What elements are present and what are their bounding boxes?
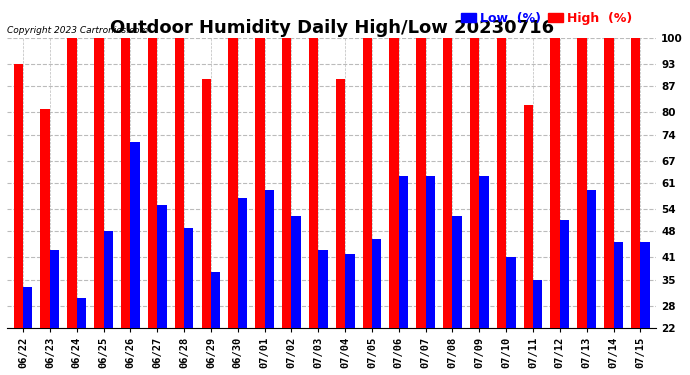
Bar <box>148 38 157 328</box>
Bar <box>211 272 220 328</box>
Bar <box>264 190 274 328</box>
Bar <box>121 38 130 328</box>
Bar <box>533 279 542 328</box>
Bar <box>318 250 328 328</box>
Bar <box>362 38 372 328</box>
Bar <box>399 176 408 328</box>
Bar <box>631 38 640 328</box>
Bar <box>23 287 32 328</box>
Bar <box>255 38 264 328</box>
Bar <box>560 220 569 328</box>
Bar <box>389 38 399 328</box>
Bar <box>175 38 184 328</box>
Bar <box>130 142 140 328</box>
Bar <box>613 242 623 328</box>
Bar <box>586 190 596 328</box>
Bar <box>604 38 613 328</box>
Bar <box>497 38 506 328</box>
Bar <box>157 205 167 328</box>
Title: Outdoor Humidity Daily High/Low 20230716: Outdoor Humidity Daily High/Low 20230716 <box>110 19 554 37</box>
Bar <box>68 38 77 328</box>
Bar <box>506 257 515 328</box>
Bar <box>228 38 238 328</box>
Bar <box>524 105 533 328</box>
Bar <box>551 38 560 328</box>
Bar <box>426 176 435 328</box>
Bar <box>416 38 426 328</box>
Bar <box>443 38 453 328</box>
Bar <box>291 216 301 328</box>
Bar <box>77 298 86 328</box>
Bar <box>104 231 113 328</box>
Bar <box>453 216 462 328</box>
Bar <box>50 250 59 328</box>
Bar <box>336 79 345 328</box>
Bar <box>14 64 23 328</box>
Bar <box>41 109 50 328</box>
Bar <box>640 242 650 328</box>
Bar <box>201 79 211 328</box>
Bar <box>94 38 104 328</box>
Bar <box>184 228 193 328</box>
Bar <box>470 38 480 328</box>
Text: Copyright 2023 Cartronics.com: Copyright 2023 Cartronics.com <box>7 26 148 35</box>
Legend: Low  (%), High  (%): Low (%), High (%) <box>456 7 637 30</box>
Bar <box>309 38 318 328</box>
Bar <box>578 38 586 328</box>
Bar <box>345 254 355 328</box>
Bar <box>238 198 247 328</box>
Bar <box>372 238 382 328</box>
Bar <box>282 38 291 328</box>
Bar <box>480 176 489 328</box>
